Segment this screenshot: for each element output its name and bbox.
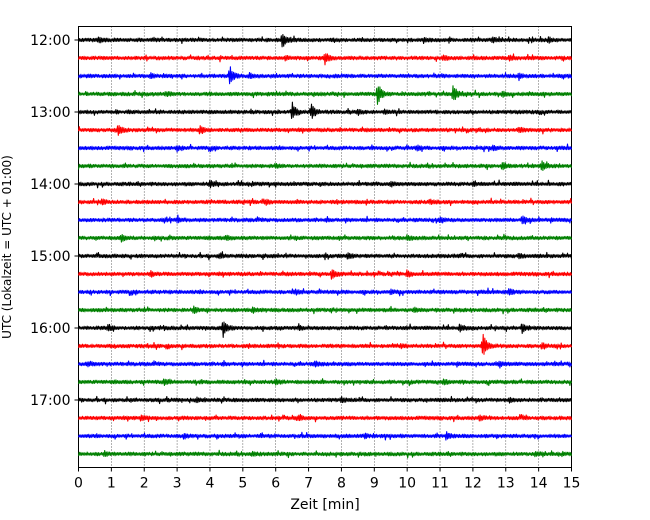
trace-line — [77, 66, 573, 85]
trace-line — [77, 143, 573, 153]
x-tick-label: 9 — [370, 476, 379, 492]
x-tick-label: 6 — [271, 476, 280, 492]
trace-line — [77, 197, 573, 207]
trace-line — [77, 269, 573, 280]
x-tick-label: 8 — [337, 476, 346, 492]
y-tick-label: 13:00 — [30, 105, 70, 121]
x-tick-label: 1 — [107, 476, 116, 492]
trace-line — [77, 101, 573, 120]
x-tick-label: 12 — [464, 476, 482, 492]
trace-line — [77, 449, 573, 459]
x-tick-label: 5 — [238, 476, 247, 492]
y-axis-ticks: 12:00 13:00 14:00 15:00 16:00 17:00 — [30, 33, 79, 409]
x-tick-label: 4 — [206, 476, 215, 492]
trace-line — [77, 179, 573, 189]
x-axis-label: Zeit [min] — [290, 497, 359, 513]
x-tick-label: 3 — [173, 476, 182, 492]
trace-line — [77, 321, 573, 338]
trace-line — [77, 413, 573, 423]
x-tick-label: 13 — [497, 476, 515, 492]
trace-line — [77, 33, 573, 48]
trace-line — [77, 431, 573, 441]
trace-line — [77, 160, 573, 172]
y-tick-label: 15:00 — [30, 249, 70, 265]
y-axis-label: UTC (Lokalzeit = UTC + 01:00) — [0, 155, 14, 339]
trace-line — [77, 125, 573, 136]
trace-line — [77, 287, 573, 297]
trace-line — [77, 395, 573, 405]
y-tick-label: 17:00 — [30, 393, 70, 409]
trace-line — [77, 333, 573, 355]
trace-line — [77, 251, 573, 261]
plot-frame — [78, 26, 572, 468]
y-tick-label: 14:00 — [30, 177, 70, 193]
trace-line — [77, 53, 573, 66]
x-tick-label: 2 — [140, 476, 149, 492]
x-tick-label: 14 — [530, 476, 548, 492]
trace-line — [77, 359, 573, 369]
x-tick-label: 0 — [74, 476, 83, 492]
trace-line — [77, 378, 573, 387]
y-tick-label: 16:00 — [30, 321, 70, 337]
x-tick-label: 11 — [431, 476, 449, 492]
trace-line — [77, 85, 573, 105]
trace-group — [77, 33, 573, 459]
x-tick-label: 10 — [398, 476, 416, 492]
x-tick-label: 7 — [304, 476, 313, 492]
trace-line — [77, 214, 573, 225]
trace-line — [77, 233, 573, 243]
y-tick-label: 12:00 — [30, 33, 70, 49]
x-tick-label: 15 — [563, 476, 581, 492]
x-axis-ticks: 0 1 2 3 4 5 6 7 8 9 10 11 12 13 14 15 — [74, 467, 581, 492]
trace-line — [77, 305, 573, 315]
